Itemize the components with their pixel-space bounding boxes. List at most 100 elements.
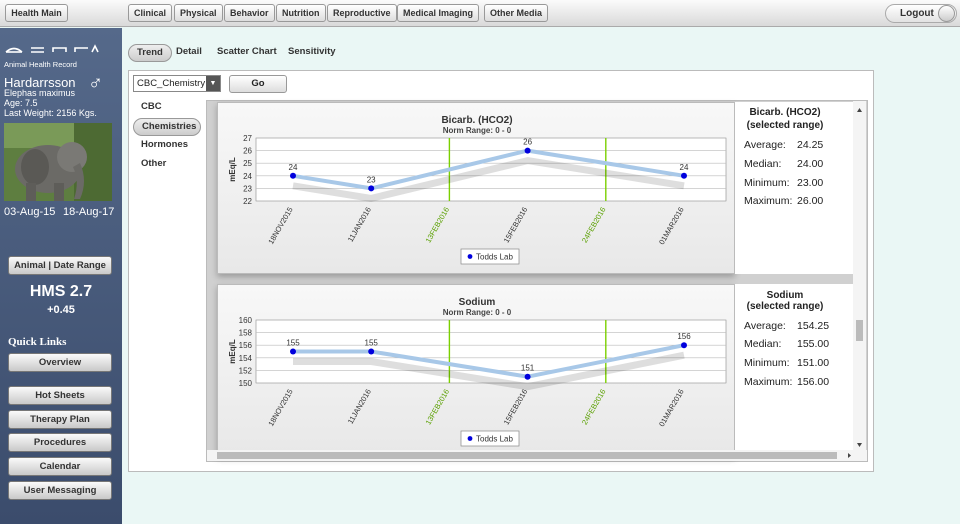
tab-trend[interactable]: Trend [128,44,172,62]
data-point [524,373,531,380]
scroll-thumb[interactable] [856,320,863,341]
trend-line [292,148,685,191]
hot-sheets-button[interactable]: Hot Sheets [8,386,112,405]
horizontal-scrollbar[interactable] [207,450,867,461]
x-tick-label: 11JAN2016 [346,388,373,426]
chart-card-bicarb: Bicarb. (HCO2) Norm Range: 0 - 0 27 26 25 24 2… [217,102,735,274]
x-tick-label: 13FEB2016 [424,388,452,427]
vertical-scrollbar[interactable] [853,101,866,450]
top-nav-bar: Health Main Clinical Physical Behavior N… [0,0,960,27]
legend-label: Todds Lab [476,253,513,262]
dropdown-arrow-icon: ▼ [206,76,220,91]
nav-clinical[interactable]: Clinical [128,4,173,22]
stat-value: 24.25 [797,139,824,151]
y-tick-label: 156 [239,341,253,350]
nav-other-media[interactable]: Other Media [484,4,549,22]
animal-photo [4,123,112,201]
y-tick-label: 27 [243,134,252,143]
y-tick-label: 150 [239,379,253,388]
data-point [290,172,296,179]
x-tick-label: 13FEB2016 [424,206,452,245]
nav-physical[interactable]: Physical [174,4,223,22]
stat-value: 154.25 [797,320,830,332]
stats-panel-sodium: Sodium (selected range) Average: 154.25 M… [735,284,855,450]
x-tick-label: 11JAN2016 [346,206,373,244]
panel-select-value: CBC_Chemistry [137,78,206,89]
panel-select[interactable]: CBC_Chemistry ▼ [133,75,221,92]
y-axis-label: mEq/L [228,339,237,364]
tab-detail[interactable]: Detail [176,46,202,57]
stat-label: Average: [744,139,786,151]
stat-value: 26.00 [797,195,824,207]
stat-average: Average: 154.25 [744,320,829,332]
legend-box [460,248,520,265]
scroll-down-icon[interactable] [857,443,862,447]
data-label: 23 [367,175,376,184]
chart-legend: Todds Lab [460,248,520,265]
logout-button[interactable]: Logout [885,4,957,23]
tab-sensitivity[interactable]: Sensitivity [288,46,336,57]
stats-panel-bicarb: Bicarb. (HCO2) (selected range) Average:… [735,102,855,274]
go-button[interactable]: Go [229,75,287,93]
stat-minimum: Minimum: 151.00 [744,357,829,369]
y-tick-label: 26 [243,147,252,156]
stat-median: Median: 24.00 [744,158,823,170]
stat-maximum: Maximum: 26.00 [744,195,823,207]
animal-name: Hardarrsson [4,75,76,90]
animal-weight: Last Weight: 2156 Kgs. [4,108,97,118]
stats-subtitle: (selected range) [746,301,824,312]
logout-toggle-knob [938,5,955,22]
calendar-button[interactable]: Calendar [8,457,112,476]
stat-minimum: Minimum: 23.00 [744,177,823,189]
stat-label: Maximum: [744,195,793,207]
data-label: 151 [521,364,535,373]
category-cbc[interactable]: CBC [141,101,162,112]
nav-nutrition[interactable]: Nutrition [276,4,326,22]
data-label: 24 [289,163,298,172]
x-tick-label: 24FEB2016 [580,206,608,245]
animal-date-range-button[interactable]: Animal | Date Range [8,256,112,275]
category-other[interactable]: Other [141,158,167,169]
y-tick-label: 154 [239,354,253,363]
therapy-plan-button[interactable]: Therapy Plan [8,410,112,429]
nav-reproductive[interactable]: Reproductive [327,4,397,22]
y-tick-label: 24 [243,172,252,181]
logo-subtitle: Animal Health Record [4,60,77,69]
nav-medical-imaging[interactable]: Medical Imaging [397,4,480,22]
trend-line [293,343,685,379]
stat-maximum: Maximum: 156.00 [744,376,829,388]
legend-marker [467,436,473,441]
x-tick-label: 01MAR2016 [657,206,686,247]
procedures-button[interactable]: Procedures [8,433,112,452]
animal-species: Elephas maximus [4,88,76,98]
chart-legend: Todds Lab [460,430,520,447]
x-tick-label: 18NOV2015 [266,206,294,246]
scroll-up-icon[interactable] [857,108,862,112]
hscroll-thumb[interactable] [217,452,837,459]
data-label: 26 [523,138,532,147]
y-tick-label: 158 [239,329,253,338]
category-chemistries[interactable]: Chemistries [133,118,201,136]
stats-title: Sodium [766,290,804,301]
data-point [524,147,531,154]
nav-behavior[interactable]: Behavior [224,4,275,22]
stat-average: Average: 24.25 [744,139,823,151]
hms-delta: +0.45 [47,304,75,316]
y-tick-label: 25 [243,159,252,168]
health-main-button[interactable]: Health Main [5,4,68,22]
chart-card-sodium: Sodium Norm Range: 0 - 0 160 158 156 154 152 15… [217,284,735,456]
category-hormones[interactable]: Hormones [141,139,188,150]
stat-median: Median: 155.00 [744,338,829,350]
scroll-right-icon[interactable] [848,453,851,458]
tab-scatter-chart[interactable]: Scatter Chart [217,46,277,57]
stat-label: Average: [744,320,786,332]
data-point [368,185,375,192]
x-tick-label: 15FEB2016 [502,206,530,245]
overview-button[interactable]: Overview [8,353,112,372]
user-messaging-button[interactable]: User Messaging [8,481,112,500]
stat-label: Minimum: [744,357,790,369]
legend-box [460,430,520,447]
y-tick-label: 152 [239,366,253,375]
date-range-start: 03-Aug-15 [4,206,56,218]
